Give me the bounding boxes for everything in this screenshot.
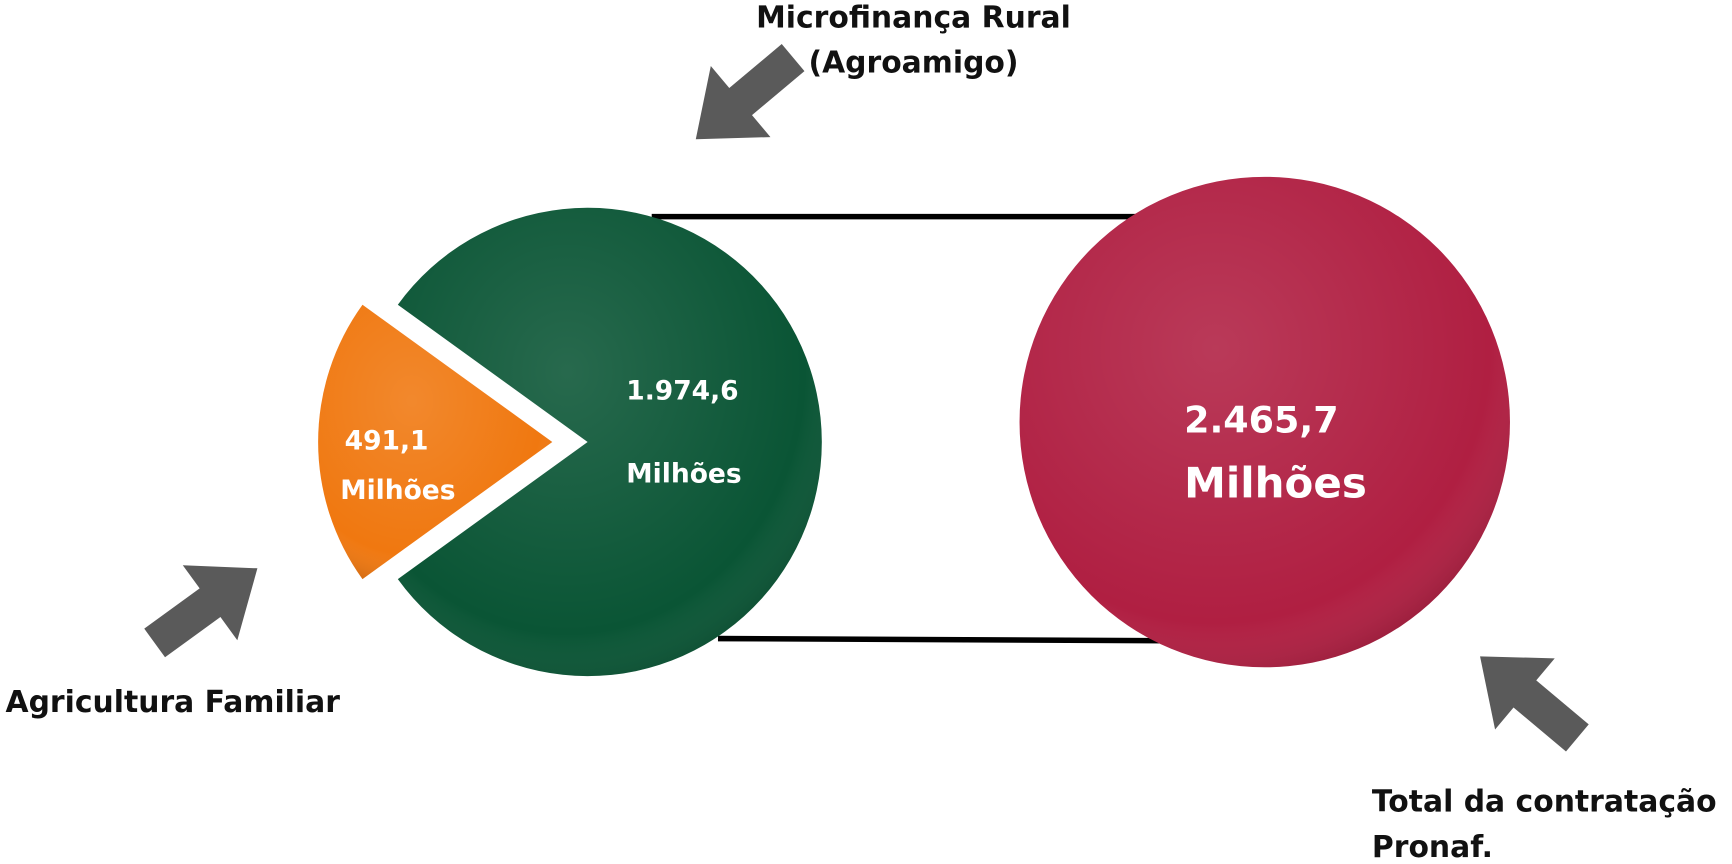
- arrow: [695, 44, 805, 140]
- annotation: Total da contratação: [1372, 785, 1717, 820]
- total-label: 2.465,7: [1184, 399, 1338, 442]
- unit-label: Milhões: [340, 475, 455, 506]
- arrow: [144, 565, 258, 658]
- value-label: 491,1: [345, 425, 429, 456]
- slice-shade: [318, 304, 553, 580]
- connector-line: [717, 635, 1171, 644]
- unit-label: Milhões: [1184, 459, 1367, 508]
- annotation: Microfinança Rural: [756, 0, 1071, 35]
- unit-label: Milhões: [626, 459, 741, 490]
- annotation: (Agroamigo): [808, 46, 1018, 81]
- value-label: 1.974,6: [626, 376, 738, 407]
- slice-shade: [397, 207, 822, 677]
- annotation: Agricultura Familiar: [6, 685, 341, 720]
- circle-shade: [1019, 176, 1510, 668]
- annotation: Pronaf.: [1372, 830, 1493, 864]
- arrow: [1480, 656, 1589, 752]
